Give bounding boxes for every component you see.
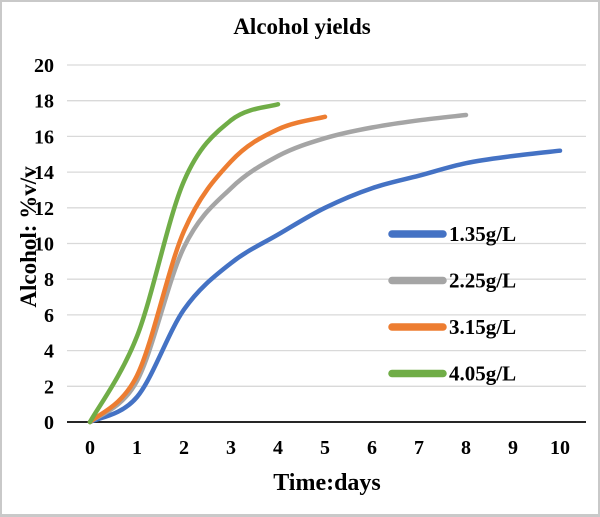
series-line-2: [87, 114, 328, 425]
y-tick-label: 18: [34, 91, 54, 113]
legend-label-2: 3.15g/L: [449, 315, 516, 339]
x-tick-label: 5: [320, 437, 330, 459]
x-tick-label: 7: [414, 437, 424, 459]
series-line-1: [87, 112, 469, 425]
x-tick-label: 10: [550, 437, 570, 459]
legend-label-0: 1.35g/L: [449, 222, 516, 246]
series-line-3: [87, 102, 281, 425]
x-axis-title: Time:days: [273, 470, 381, 496]
y-tick-label: 2: [44, 376, 54, 398]
y-tick-label: 20: [34, 55, 54, 77]
y-tick-label: 0: [44, 412, 54, 434]
x-tick-label: 1: [132, 437, 142, 459]
y-tick-label: 4: [44, 341, 54, 363]
x-tick-label: 6: [367, 437, 377, 459]
x-tick-label: 8: [461, 437, 471, 459]
y-tick-label: 16: [34, 126, 54, 148]
x-tick-label: 3: [226, 437, 236, 459]
x-tick-label: 9: [508, 437, 518, 459]
legend-label-3: 4.05g/L: [449, 362, 516, 386]
series-line-0: [87, 148, 563, 425]
y-tick-label: 10: [34, 234, 54, 256]
legend-label-1: 2.25g/L: [449, 269, 516, 293]
y-tick-label: 8: [44, 269, 54, 291]
y-tick-label: 14: [34, 162, 54, 184]
x-tick-label: 0: [85, 437, 95, 459]
x-tick-label: 4: [273, 437, 283, 459]
x-tick-label: 2: [179, 437, 189, 459]
y-tick-label: 6: [44, 305, 54, 327]
y-tick-label: 12: [34, 198, 54, 220]
chart-title: Alcohol yields: [233, 14, 371, 39]
